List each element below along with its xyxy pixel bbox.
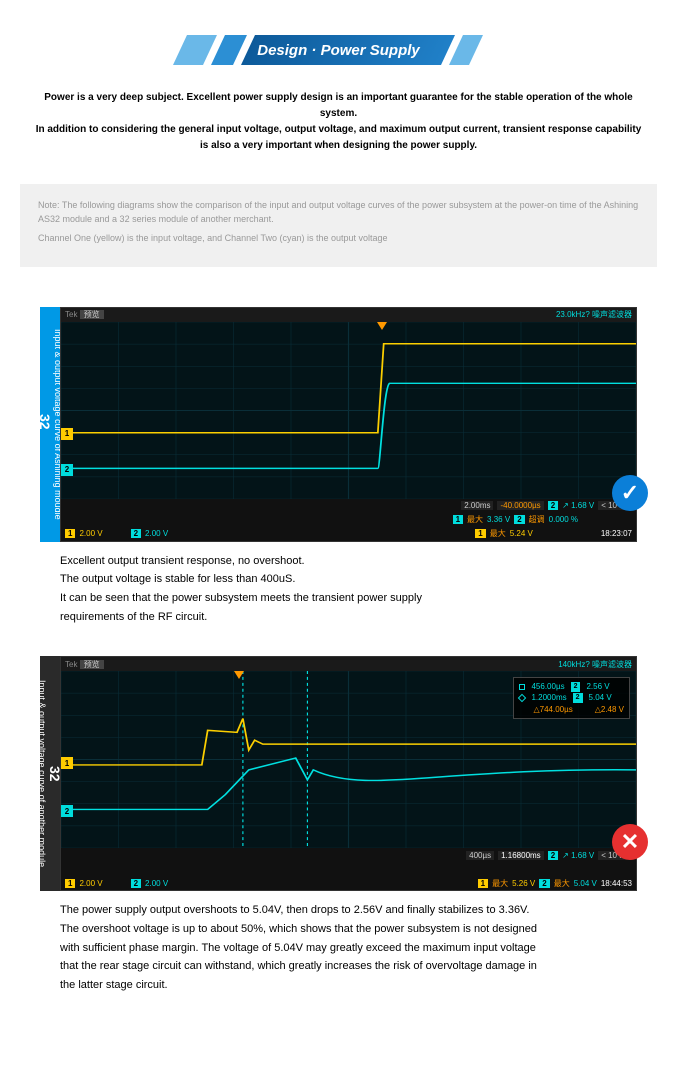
scope-readout: 400µs 1.16800ms 2 ↗ 1.68 V < 10 Hz 12.00… bbox=[61, 848, 636, 890]
ch: 2 bbox=[573, 693, 583, 703]
ch1-badge: 1 bbox=[65, 879, 75, 888]
desc-line: Excellent output transient response, no … bbox=[60, 552, 637, 571]
check-icon: ✓ bbox=[612, 475, 648, 511]
position: -40.0000µs bbox=[497, 501, 543, 510]
cur-dv: △2.48 V bbox=[595, 704, 624, 715]
val: 5.24 V bbox=[510, 529, 533, 538]
pts: 2 bbox=[548, 501, 558, 510]
scope-section-bad: Input & output voltage curve of another … bbox=[40, 656, 637, 994]
scope-readout: 2.00ms -40.0000µs 2 ↗ 1.68 V < 10 Hz 1最大… bbox=[61, 499, 636, 541]
scope1-description: Excellent output transient response, no … bbox=[40, 552, 637, 627]
lbl: 最大 bbox=[490, 528, 506, 539]
pts: 2 bbox=[548, 851, 558, 860]
ch: 2 bbox=[514, 515, 524, 524]
ch1-scale: 2.00 V bbox=[79, 879, 102, 888]
trigger: ↗ 1.68 V bbox=[562, 501, 594, 510]
ch: 2 bbox=[571, 682, 581, 692]
cur-dt: △744.00µs bbox=[533, 704, 572, 715]
note-line: Channel One (yellow) is the input voltag… bbox=[38, 232, 639, 246]
lbl: 超调 bbox=[529, 514, 545, 525]
ch1-marker: 1 bbox=[61, 757, 73, 769]
side-label-other: Input & output voltage curve of another … bbox=[40, 656, 60, 891]
ch: 1 bbox=[478, 879, 488, 888]
timestamp: 18:23:07 bbox=[601, 529, 632, 538]
preview-btn: 预览 bbox=[80, 660, 104, 669]
timebase: 2.00ms bbox=[461, 501, 493, 510]
desc-line: with sufficient phase margin. The voltag… bbox=[60, 939, 637, 958]
ch2-scale: 2.00 V bbox=[145, 529, 168, 538]
oscilloscope-screen: Tek 预览 140kHz? 噪声滤波器 1 2 456.00µs22.56 V… bbox=[60, 656, 637, 891]
side-num: 32 bbox=[37, 414, 53, 430]
cur-t: 1.2000ms bbox=[531, 692, 566, 703]
intro-text: Power is a very deep subject. Excellent … bbox=[0, 90, 677, 154]
filter-label: 23.0kHz? 噪声滤波器 bbox=[556, 309, 632, 320]
ch1-scale: 2.00 V bbox=[79, 529, 102, 538]
scope2-description: The power supply output overshoots to 5.… bbox=[40, 901, 637, 994]
val: 0.000 % bbox=[549, 515, 578, 524]
desc-line: The overshoot voltage is up to about 50%… bbox=[60, 920, 637, 939]
val: 5.26 V bbox=[512, 879, 535, 888]
side-label-ashining: 32 Input & output voltage curve of Ashin… bbox=[40, 307, 60, 542]
cur-t: 456.00µs bbox=[531, 681, 564, 692]
ch: 1 bbox=[453, 515, 463, 524]
header-band: Design · Power Supply bbox=[0, 30, 677, 70]
ch: 2 bbox=[539, 879, 549, 888]
ch2-marker: 2 bbox=[61, 805, 73, 817]
stripe bbox=[449, 35, 483, 65]
trigger-marker-icon bbox=[234, 671, 244, 679]
note-box: Note: The following diagrams show the co… bbox=[20, 184, 657, 267]
scope-topbar: Tek 预览 140kHz? 噪声滤波器 bbox=[61, 657, 636, 671]
desc-line: the latter stage circuit. bbox=[60, 976, 637, 995]
scope-section-good: 32 Input & output voltage curve of Ashin… bbox=[40, 307, 637, 627]
scope-grid bbox=[61, 322, 636, 499]
brand: Tek bbox=[65, 660, 77, 669]
desc-line: The output voltage is stable for less th… bbox=[60, 570, 637, 589]
scope-topbar: Tek 预览 23.0kHz? 噪声滤波器 bbox=[61, 308, 636, 322]
timebase: 400µs bbox=[466, 851, 494, 860]
intro-line: Power is a very deep subject. Excellent … bbox=[30, 90, 647, 122]
ch1-marker: 1 bbox=[61, 428, 73, 440]
desc-line: that the rear stage circuit can withstan… bbox=[60, 957, 637, 976]
marker-icon bbox=[518, 694, 526, 702]
stripe bbox=[173, 35, 217, 65]
cross-icon: ✕ bbox=[612, 824, 648, 860]
cur-v: 5.04 V bbox=[589, 692, 612, 703]
trigger-marker-icon bbox=[377, 322, 387, 330]
marker-icon bbox=[519, 684, 525, 690]
page-title: Design · Power Supply bbox=[257, 42, 420, 59]
ch2-badge: 2 bbox=[131, 879, 141, 888]
intro-line: is also a very important when designing … bbox=[30, 138, 647, 154]
ch2-scale: 2.00 V bbox=[145, 879, 168, 888]
stripe bbox=[211, 35, 247, 65]
desc-line: It can be seen that the power subsystem … bbox=[60, 589, 637, 608]
brand: Tek bbox=[65, 310, 77, 319]
desc-line: The power supply output overshoots to 5.… bbox=[60, 901, 637, 920]
preview-btn: 预览 bbox=[80, 310, 104, 319]
ch1-badge: 1 bbox=[65, 529, 75, 538]
side-text: Input & output voltage curve of another … bbox=[37, 680, 47, 867]
position: 1.16800ms bbox=[498, 851, 544, 860]
cursor-readout: 456.00µs22.56 V 1.2000ms25.04 V △744.00µ… bbox=[513, 677, 630, 719]
lbl: 最大 bbox=[554, 878, 570, 889]
oscilloscope-screen: Tek 预览 23.0kHz? 噪声滤波器 1 2 2.00ms -40.000… bbox=[60, 307, 637, 542]
lbl: 最大 bbox=[467, 514, 483, 525]
ch2-badge: 2 bbox=[131, 529, 141, 538]
timestamp: 18:44:53 bbox=[601, 879, 632, 888]
intro-line: In addition to considering the general i… bbox=[30, 122, 647, 138]
trigger: ↗ 1.68 V bbox=[562, 851, 594, 860]
lbl: 最大 bbox=[492, 878, 508, 889]
ch2-marker: 2 bbox=[61, 464, 73, 476]
ch: 1 bbox=[475, 529, 485, 538]
filter-label: 140kHz? 噪声滤波器 bbox=[558, 659, 632, 670]
val: 3.36 V bbox=[487, 515, 510, 524]
note-line: Note: The following diagrams show the co… bbox=[38, 199, 639, 226]
val: 5.04 V bbox=[574, 879, 597, 888]
cur-v: 2.56 V bbox=[586, 681, 609, 692]
desc-line: requirements of the RF circuit. bbox=[60, 608, 637, 627]
